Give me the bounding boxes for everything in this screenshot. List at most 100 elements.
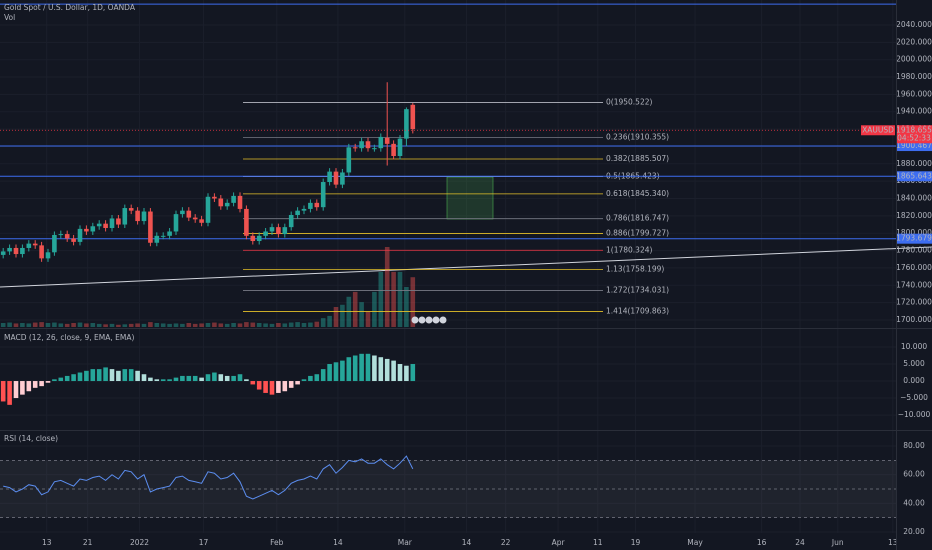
fib-label: 0.618(1845.340) bbox=[606, 189, 669, 198]
volume-bar bbox=[224, 323, 230, 327]
macd-bar bbox=[116, 370, 121, 382]
volume-bar bbox=[154, 323, 160, 327]
macd-bar bbox=[109, 369, 115, 382]
volume-bar bbox=[71, 323, 76, 327]
candle-body bbox=[340, 172, 345, 185]
candle-body bbox=[13, 247, 19, 255]
candle-body bbox=[365, 141, 371, 149]
macd-bar bbox=[250, 381, 256, 385]
macd-bar bbox=[128, 369, 134, 382]
volume-bar bbox=[116, 324, 121, 327]
macd-bar bbox=[212, 372, 217, 382]
y-tick-label: 1700.000 bbox=[896, 315, 932, 324]
volume-bar bbox=[237, 323, 243, 327]
y-tick-label: −10.000 bbox=[898, 410, 931, 419]
fib-label: 1.414(1709.863) bbox=[606, 306, 669, 315]
volume-bar bbox=[180, 323, 185, 327]
volume-bar bbox=[340, 304, 345, 327]
macd-bar bbox=[288, 381, 294, 388]
price-axis-box bbox=[897, 141, 932, 152]
candle-body bbox=[378, 136, 384, 149]
macd-bar bbox=[295, 381, 300, 385]
macd-bar bbox=[320, 369, 326, 382]
macd-bar bbox=[282, 381, 288, 392]
macd-bar bbox=[154, 379, 160, 382]
candle-body bbox=[32, 243, 38, 246]
trend-line bbox=[0, 246, 932, 288]
macd-bar bbox=[327, 364, 332, 382]
macd-bar bbox=[378, 357, 384, 382]
x-tick-label: 22 bbox=[501, 538, 511, 547]
macd-bar bbox=[180, 375, 185, 382]
volume-bar bbox=[84, 323, 89, 327]
candle-body bbox=[205, 196, 211, 223]
volume-bar bbox=[397, 271, 403, 327]
target-box bbox=[446, 176, 494, 220]
volume-bar bbox=[167, 323, 172, 327]
volume-bar bbox=[7, 322, 12, 327]
y-tick-label: 1940.000 bbox=[896, 107, 932, 116]
symbol-label: XAUUSD bbox=[862, 125, 894, 134]
macd-bar bbox=[71, 374, 76, 382]
event-icon bbox=[425, 316, 433, 324]
volume-bar bbox=[244, 322, 249, 327]
candle-body bbox=[122, 208, 128, 225]
macd-bar bbox=[148, 377, 153, 382]
fib-label: 0.382(1885.507) bbox=[606, 154, 669, 163]
candle-body bbox=[58, 234, 64, 236]
candle-body bbox=[320, 182, 326, 208]
volume-bar bbox=[320, 318, 326, 327]
volume-bar bbox=[141, 323, 147, 327]
x-tick-label: Apr bbox=[552, 538, 566, 547]
macd-bar bbox=[314, 374, 320, 382]
candle-body bbox=[327, 171, 332, 183]
macd-bar bbox=[218, 374, 224, 382]
volume-bar bbox=[256, 323, 262, 327]
volume-bar bbox=[352, 291, 358, 327]
candle-body bbox=[116, 218, 121, 225]
candle-body bbox=[192, 217, 198, 220]
volume-bar bbox=[109, 323, 115, 327]
volume-bar bbox=[384, 247, 390, 327]
candle-body bbox=[391, 143, 396, 156]
candle-body bbox=[308, 202, 313, 209]
y-tick-label: 1880.000 bbox=[896, 159, 932, 168]
volume-bar bbox=[327, 315, 332, 327]
macd-bar bbox=[340, 360, 345, 382]
y-tick-label: 1800.000 bbox=[896, 228, 932, 237]
volume-bar bbox=[186, 323, 192, 327]
candle-body bbox=[224, 202, 230, 207]
macd-bar bbox=[39, 381, 44, 387]
candle-body bbox=[301, 208, 307, 211]
candle-body bbox=[256, 235, 262, 242]
candle-body bbox=[237, 195, 243, 209]
macd-bar bbox=[384, 358, 390, 382]
symbol-box bbox=[861, 125, 895, 136]
x-tick-label: 14 bbox=[333, 538, 343, 547]
candle-body bbox=[90, 226, 96, 232]
macd-bar bbox=[186, 375, 192, 382]
macd-bar bbox=[26, 381, 32, 392]
candle-body bbox=[148, 211, 153, 243]
macd-bar bbox=[308, 375, 313, 382]
volume-bar bbox=[295, 322, 300, 327]
y-tick-label: 1780.000 bbox=[896, 246, 932, 255]
volume-bar bbox=[160, 323, 166, 327]
x-tick-label: 17 bbox=[199, 538, 209, 547]
volume-bar bbox=[269, 323, 275, 327]
event-icons bbox=[411, 316, 447, 324]
candle-body bbox=[45, 252, 51, 259]
y-tick-label: 1960.000 bbox=[896, 89, 932, 98]
last-price-label: 1918.655 bbox=[896, 125, 932, 134]
candle-body bbox=[218, 198, 224, 207]
volume-bar bbox=[333, 307, 339, 327]
volume-bar bbox=[13, 323, 19, 327]
volume-bar bbox=[90, 323, 96, 327]
macd-bar bbox=[404, 365, 409, 382]
candle-body bbox=[404, 109, 409, 139]
macd-bar bbox=[410, 364, 416, 382]
candle-body bbox=[384, 137, 390, 144]
volume-bar bbox=[410, 277, 416, 327]
volume-bar bbox=[250, 322, 256, 327]
candle-body bbox=[109, 218, 115, 229]
